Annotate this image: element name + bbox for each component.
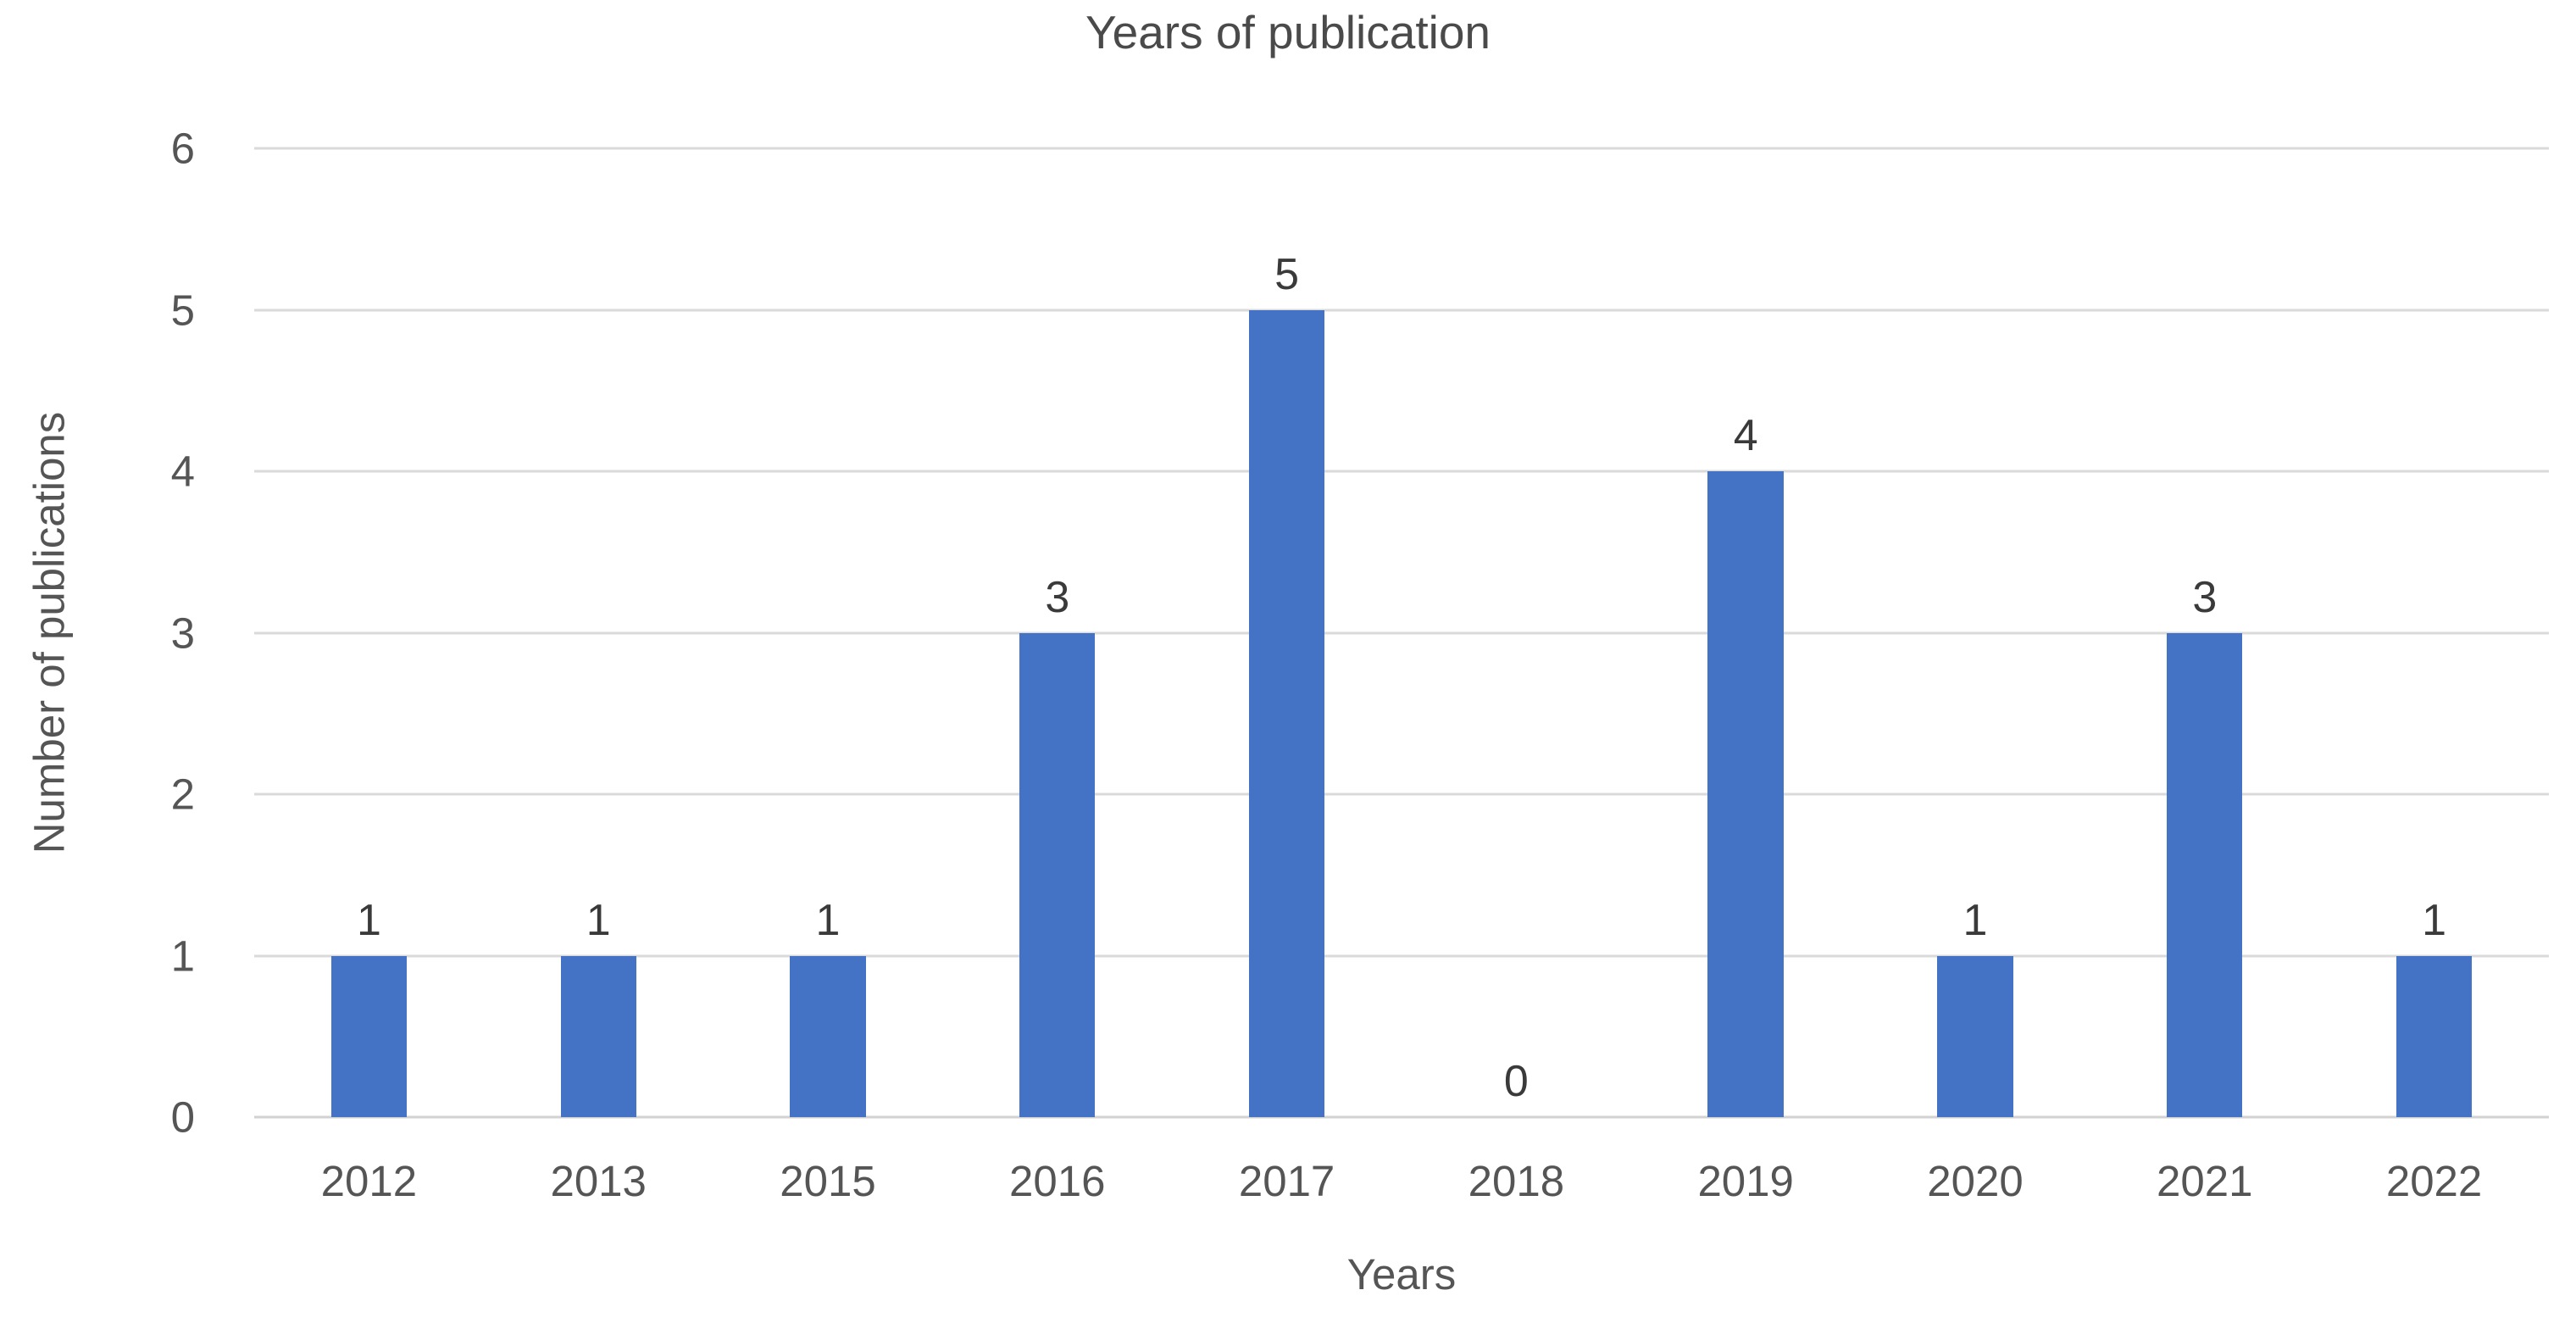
bar-value-label: 1: [815, 895, 841, 945]
bar-slot: 1: [2319, 148, 2549, 1117]
y-tick-label: 1: [170, 931, 195, 980]
bar: [790, 955, 866, 1117]
bar-value-label: 1: [2422, 895, 2447, 945]
bar-slot: 1: [254, 148, 484, 1117]
bar: [330, 955, 408, 1117]
plot-area: 1 1 1 3 5 0 4 1 3 1: [254, 147, 2549, 1119]
x-tick-label: 2018: [1468, 1157, 1565, 1205]
bar-value-label: 0: [1503, 1057, 1529, 1106]
y-tick-label: 3: [170, 609, 195, 657]
bar-value-label: 3: [2192, 572, 2218, 622]
bar-series: 1 1 1 3 5 0 4 1 3 1: [254, 148, 2549, 1117]
bar: [560, 955, 636, 1117]
y-tick-label: 6: [170, 124, 195, 173]
x-axis-title: Years: [1346, 1250, 1457, 1298]
x-tick-label: 2020: [1927, 1157, 2024, 1205]
bar-value-label: 1: [1963, 895, 1988, 945]
bar-slot: 4: [1631, 148, 1861, 1117]
bar-value-label: 3: [1045, 572, 1070, 622]
y-tick-label: 0: [170, 1093, 195, 1142]
bar-value-label: 5: [1274, 249, 1300, 299]
bar: [1019, 632, 1096, 1117]
bar: [1248, 309, 1325, 1117]
x-tick-label: 2013: [550, 1157, 647, 1205]
gridline: [254, 954, 2549, 957]
x-tick-label: 2017: [1238, 1157, 1335, 1205]
bar-value-label: 1: [586, 895, 611, 945]
bar: [1937, 955, 2013, 1117]
y-tick-label: 2: [170, 770, 195, 819]
bar: [2167, 632, 2243, 1117]
bar-value-label: 4: [1733, 411, 1758, 461]
x-axis-ticks: 2012 2013 2015 2016 2017 2018 2019 2020 2021 2022: [254, 1159, 2549, 1203]
x-tick-label: 2012: [320, 1157, 418, 1205]
x-tick-label: 2019: [1697, 1157, 1794, 1205]
x-tick-label: 2016: [1009, 1157, 1106, 1205]
gridline: [254, 631, 2549, 634]
bar-slot: 0: [1402, 148, 1631, 1117]
x-axis-baseline: [254, 1115, 2549, 1119]
bar-slot: 3: [942, 148, 1172, 1117]
y-axis-ticks: 0 1 2 3 4 5 6: [0, 127, 210, 1139]
bar-slot: 1: [484, 148, 713, 1117]
bar-slot: 3: [2090, 148, 2319, 1117]
y-tick-label: 5: [170, 286, 195, 334]
x-tick-label: 2015: [780, 1157, 876, 1205]
bar-slot: 1: [1861, 148, 2090, 1117]
x-tick-label: 2022: [2385, 1157, 2483, 1205]
chart-title: Years of publication: [1085, 6, 1491, 58]
bar: [2396, 955, 2473, 1117]
gridline: [254, 792, 2549, 796]
bar: [1707, 471, 1784, 1117]
bar-value-label: 1: [356, 895, 381, 945]
bar-slot: 1: [713, 148, 943, 1117]
gridline: [254, 309, 2549, 311]
x-tick-label: 2021: [2157, 1157, 2253, 1205]
bar-slot: 5: [1172, 148, 1402, 1117]
gridline: [254, 470, 2549, 473]
gridline: [254, 147, 2549, 150]
y-tick-label: 4: [170, 447, 195, 496]
